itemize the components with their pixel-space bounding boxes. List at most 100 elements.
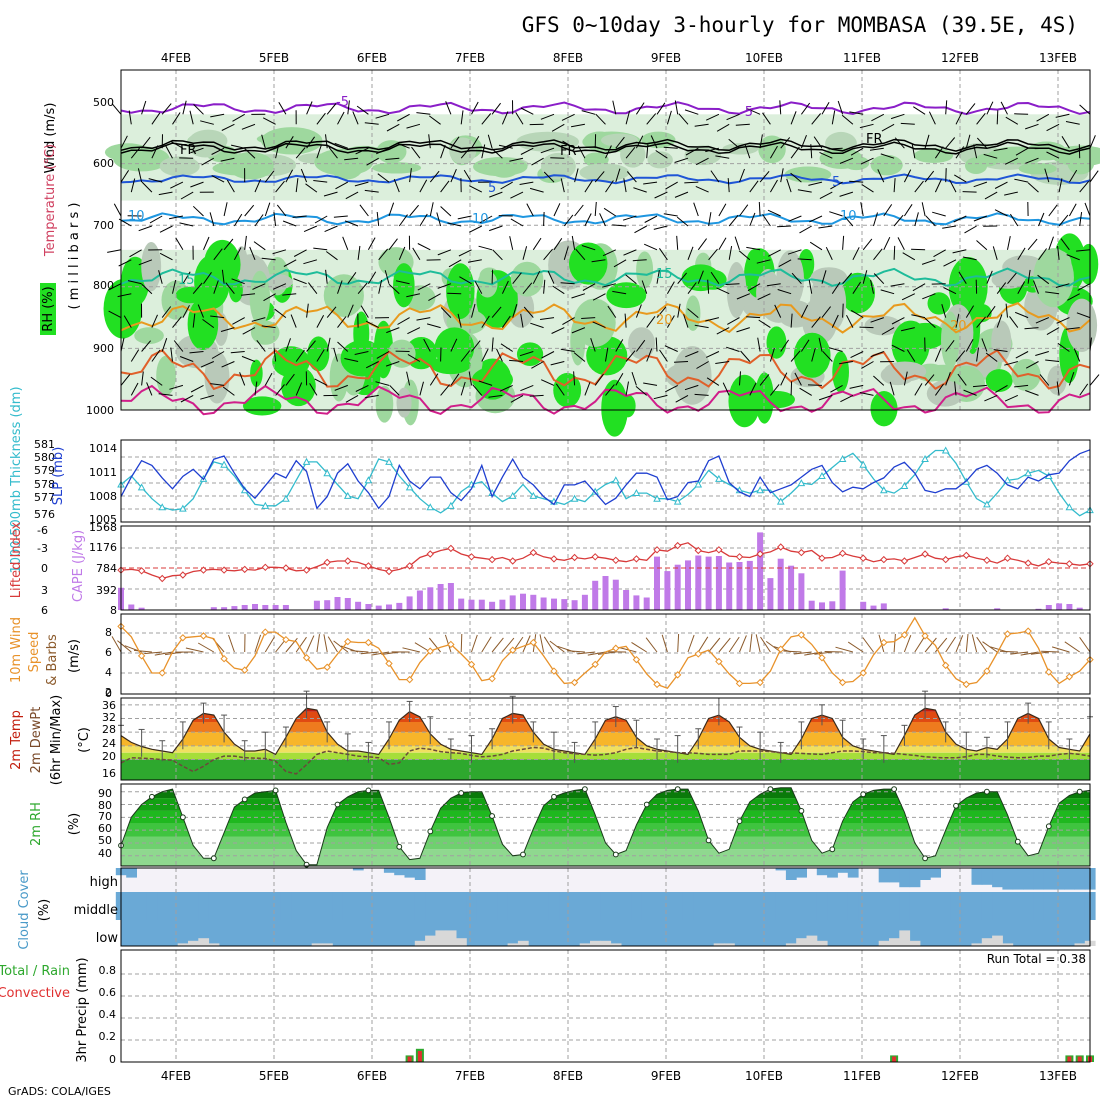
wind-barb <box>1056 381 1060 396</box>
wind-barb <box>976 316 986 328</box>
wind-barb <box>674 191 689 198</box>
wind-barb <box>687 634 695 653</box>
wind-barb <box>800 304 809 318</box>
wind-barb <box>873 375 885 386</box>
wind-barb <box>1046 151 1060 159</box>
wind10m-plot <box>111 614 1094 694</box>
wind-barb <box>780 339 790 352</box>
rh-shading <box>987 146 1046 165</box>
middle-cloud-bar <box>249 892 261 920</box>
wind-speed-point <box>570 678 579 687</box>
wind-barb <box>273 347 277 362</box>
wind-barb <box>759 170 770 183</box>
wind-speed-point <box>550 667 558 675</box>
rh-shading <box>673 346 712 405</box>
wind-barb <box>213 280 219 294</box>
wind-barb <box>221 123 235 131</box>
wind-speed-point <box>385 659 393 668</box>
wind-barb <box>231 278 245 285</box>
wind-barb <box>1009 316 1019 328</box>
top-date-labels: 4FEB 5FEB 6FEB 7FEB 8FEB 9FEB 10FEB 11FE… <box>161 51 1077 65</box>
wind-barb <box>440 384 450 396</box>
wind-barb <box>881 327 895 335</box>
wind-barb <box>842 272 852 285</box>
wind-speed-point <box>509 646 517 654</box>
wind-barb <box>1079 180 1090 193</box>
cape-bar <box>870 605 877 610</box>
wind-barb <box>138 225 153 232</box>
wind-barb <box>734 236 740 250</box>
wind-barb <box>509 157 524 162</box>
cape-bar <box>520 593 526 610</box>
wind-barb <box>337 111 345 125</box>
middle-cloud-bar <box>311 892 323 920</box>
thickness-point <box>797 479 806 487</box>
wind-barb <box>210 383 225 386</box>
rh-point <box>489 813 496 819</box>
wind-barb <box>141 100 147 115</box>
wind-barb <box>584 213 592 227</box>
wind-barb <box>635 339 646 352</box>
wind-barb <box>522 635 531 653</box>
wind-barb <box>631 371 637 386</box>
y-tick-label: 4 <box>105 666 112 679</box>
rh-shading <box>913 148 954 163</box>
y-tick-label: 0.4 <box>99 1008 117 1021</box>
wind-speed-point <box>900 631 909 639</box>
wind-barb <box>326 306 337 318</box>
wind-barb <box>478 245 493 251</box>
cape-bar <box>262 605 269 610</box>
wind-barb <box>945 636 957 653</box>
high-cloud-bar <box>126 868 137 878</box>
y-tick-label: 28 <box>102 723 116 736</box>
wind-barb <box>963 389 977 396</box>
wind-barb <box>954 174 967 183</box>
wind-barb <box>615 373 624 386</box>
wind-barb <box>664 345 678 352</box>
slp-y-ticks: 1014 1011 1008 1005 <box>89 442 117 526</box>
y-tick-label: 392 <box>96 584 117 597</box>
rh-shading <box>840 272 876 314</box>
low-cloud-bar <box>435 930 447 946</box>
wind-barb <box>818 337 823 352</box>
wind-barb <box>678 113 689 125</box>
contour-label: 20 <box>656 313 673 328</box>
wind-barb <box>903 371 908 386</box>
wind-barb <box>496 348 503 362</box>
wind-barb <box>581 245 596 251</box>
thickness-point <box>818 471 826 480</box>
wind-barb <box>831 110 836 125</box>
temperature-contour <box>120 138 1091 152</box>
contour-label: 10 <box>472 212 489 227</box>
wind-barb <box>560 282 575 285</box>
cape-bar <box>437 584 444 610</box>
wind-barb <box>594 201 597 217</box>
temperature-contour <box>120 267 1091 287</box>
wind-barb <box>1025 123 1039 130</box>
cloud-axis-label: Cloud Cover <box>17 870 32 950</box>
wind-barb <box>632 259 647 262</box>
wind-barb <box>971 634 978 653</box>
wind-barb <box>663 213 678 217</box>
middle-cloud-bar <box>724 892 735 920</box>
wind-barb <box>428 134 431 149</box>
wind-barb <box>590 338 596 352</box>
wind-barb <box>852 281 862 294</box>
wind-barb <box>481 113 492 125</box>
wind-barb <box>522 246 528 260</box>
wind-barb <box>384 270 390 284</box>
date-label: 4FEB <box>161 51 191 65</box>
wind-barb <box>673 361 689 363</box>
thickness-point <box>302 457 311 465</box>
wind-barb <box>759 134 763 149</box>
wind-barb <box>551 123 565 132</box>
wind-barb <box>540 379 555 386</box>
cape-bar <box>396 602 403 610</box>
wind-barb <box>666 315 675 328</box>
rh-point <box>798 808 805 814</box>
thickness-point <box>570 494 579 502</box>
wind-barb <box>870 279 874 294</box>
wind-barb <box>175 237 184 251</box>
wind-barb <box>130 349 140 362</box>
y-tick-label: 0 <box>41 562 48 575</box>
